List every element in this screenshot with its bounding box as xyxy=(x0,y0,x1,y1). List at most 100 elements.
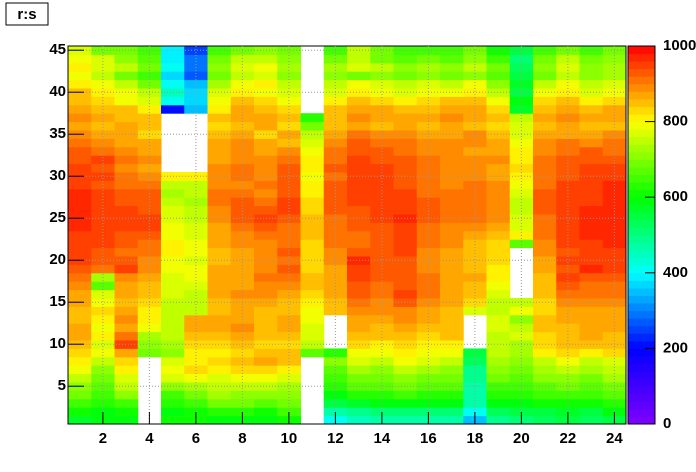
heat-cell xyxy=(91,71,115,81)
heat-cell xyxy=(277,373,301,383)
heat-cell xyxy=(440,71,464,81)
heat-cell xyxy=(533,146,557,156)
heat-cell xyxy=(440,239,464,249)
heat-cell xyxy=(463,281,487,291)
colorbar-swatch xyxy=(628,401,655,410)
heat-cell xyxy=(556,239,580,249)
heat-cell xyxy=(207,247,232,257)
heat-cell xyxy=(254,373,278,383)
heat-cell xyxy=(277,163,301,173)
colorbar-swatch xyxy=(628,219,655,228)
heat-cell xyxy=(533,289,557,299)
heat-cell xyxy=(323,71,348,81)
x-tick-label: 2 xyxy=(99,430,107,447)
heat-cell xyxy=(440,54,464,64)
heat-cell xyxy=(184,88,208,97)
heat-cell xyxy=(533,180,557,190)
heat-cell xyxy=(509,373,534,383)
heat-cell xyxy=(161,62,185,72)
colorbar-swatch xyxy=(628,227,655,236)
heat-cell xyxy=(440,104,464,114)
heat-cell xyxy=(68,356,92,366)
heat-cell xyxy=(184,46,208,55)
heat-cell xyxy=(300,163,325,173)
heat-cell xyxy=(463,382,487,391)
heat-cell xyxy=(416,239,441,249)
heat-cell xyxy=(184,172,208,181)
heat-cell xyxy=(533,214,557,223)
heat-cell xyxy=(300,272,325,282)
heat-cell xyxy=(68,155,92,165)
heat-cell xyxy=(533,46,557,55)
heat-cell xyxy=(68,146,92,156)
heat-cell xyxy=(230,155,255,165)
heat-cell xyxy=(68,281,92,291)
heat-cell xyxy=(347,340,371,349)
heat-cell xyxy=(556,172,580,181)
y-tick-label: 45 xyxy=(49,41,66,58)
heat-cell xyxy=(533,54,557,64)
heat-cell xyxy=(114,130,139,139)
heat-cell xyxy=(486,71,511,81)
heat-cell xyxy=(161,205,185,215)
heat-cell xyxy=(230,197,255,207)
heat-cell xyxy=(440,415,464,425)
heat-cell xyxy=(254,104,278,114)
heat-cell xyxy=(440,264,464,274)
heat-cell xyxy=(254,146,278,156)
heat-cell xyxy=(579,373,604,383)
colorbar-swatch xyxy=(628,287,655,296)
heat-cell xyxy=(556,247,580,257)
heat-cell xyxy=(347,256,371,265)
colorbar-swatch xyxy=(628,371,655,380)
heat-cell xyxy=(533,340,557,349)
heat-cell xyxy=(323,281,348,291)
heat-cell xyxy=(68,373,92,383)
heat-cell xyxy=(347,348,371,358)
heat-cell xyxy=(207,146,232,156)
heat-cell xyxy=(347,298,371,307)
heat-cell xyxy=(184,323,208,333)
heat-cell xyxy=(254,188,278,198)
heat-cell xyxy=(416,373,441,383)
heat-cell xyxy=(184,197,208,207)
heat-cell xyxy=(137,163,162,173)
heat-cell xyxy=(393,281,418,291)
heat-cell xyxy=(579,155,604,165)
heat-cell xyxy=(347,382,371,391)
heat-cell xyxy=(533,88,557,97)
heat-cell xyxy=(91,298,115,307)
heat-cell xyxy=(91,214,115,223)
heat-cell xyxy=(114,314,139,324)
heat-cell xyxy=(533,415,557,425)
colorbar-swatch xyxy=(628,318,655,327)
heat-cell xyxy=(440,323,464,333)
heat-cell xyxy=(68,104,92,114)
heat-cell xyxy=(277,340,301,349)
heat-cell xyxy=(579,163,604,173)
x-tick-label: 20 xyxy=(513,430,530,447)
heat-cell xyxy=(161,104,185,114)
heat-cell xyxy=(254,340,278,349)
heat-cell xyxy=(533,79,557,89)
heat-cell xyxy=(230,247,255,257)
heat-cell xyxy=(230,205,255,215)
heat-cell xyxy=(393,113,418,123)
heat-cell xyxy=(91,172,115,181)
heat-cell xyxy=(254,314,278,324)
colorbar-swatch xyxy=(628,83,655,92)
heat-cell xyxy=(68,264,92,274)
heat-cell xyxy=(579,146,604,156)
heat-cell xyxy=(277,130,301,139)
heat-cell xyxy=(114,214,139,223)
heat-cell xyxy=(533,390,557,400)
heat-cell xyxy=(486,415,511,425)
heat-cell xyxy=(114,239,139,249)
heat-cell xyxy=(579,46,604,55)
heat-cell xyxy=(347,155,371,165)
heat-cell xyxy=(393,62,418,72)
heat-cell xyxy=(323,163,348,173)
heat-cell xyxy=(91,340,115,349)
heat-cell xyxy=(347,398,371,408)
heat-cell xyxy=(393,239,418,249)
